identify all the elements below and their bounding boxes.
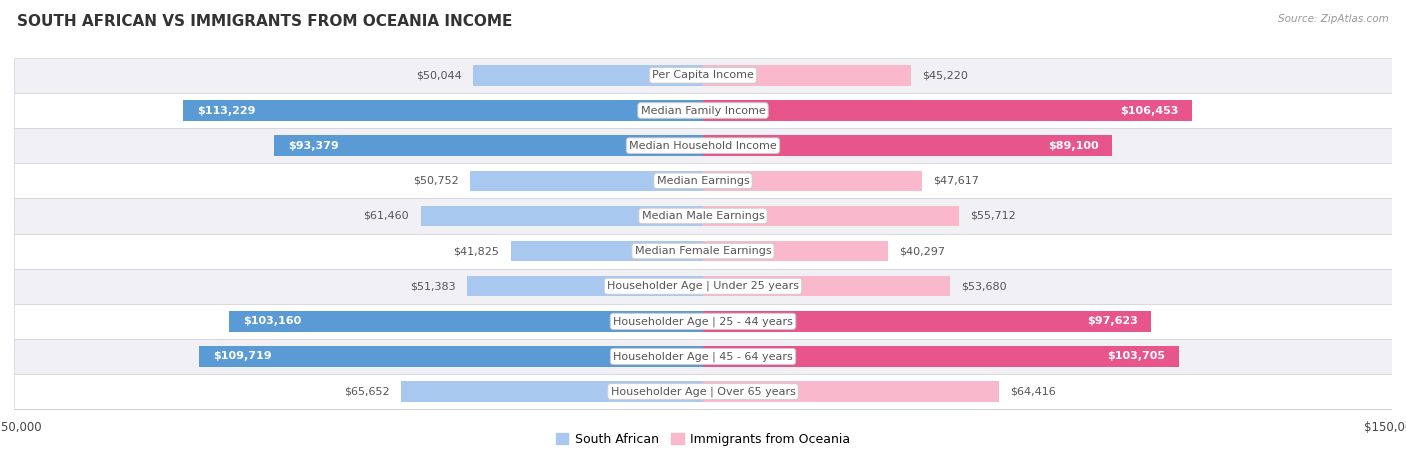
Text: $47,617: $47,617	[934, 176, 979, 186]
Bar	[703, 382, 998, 402]
Bar	[703, 135, 1112, 156]
Bar	[402, 382, 703, 402]
Bar	[470, 170, 703, 191]
Bar	[474, 65, 703, 85]
Bar	[274, 135, 703, 156]
Text: Source: ZipAtlas.com: Source: ZipAtlas.com	[1278, 14, 1389, 24]
Text: Householder Age | 25 - 44 years: Householder Age | 25 - 44 years	[613, 316, 793, 326]
Bar	[200, 347, 703, 367]
Text: Per Capita Income: Per Capita Income	[652, 71, 754, 80]
Bar	[14, 269, 1392, 304]
Text: $61,460: $61,460	[364, 211, 409, 221]
Text: Householder Age | Under 25 years: Householder Age | Under 25 years	[607, 281, 799, 291]
Legend: South African, Immigrants from Oceania: South African, Immigrants from Oceania	[551, 428, 855, 451]
Bar	[703, 276, 949, 297]
Bar	[703, 241, 889, 261]
Text: $64,416: $64,416	[1011, 387, 1056, 396]
Text: Householder Age | 45 - 64 years: Householder Age | 45 - 64 years	[613, 351, 793, 362]
Bar	[703, 347, 1180, 367]
Text: Householder Age | Over 65 years: Householder Age | Over 65 years	[610, 386, 796, 397]
Text: $55,712: $55,712	[970, 211, 1017, 221]
Bar	[14, 339, 1392, 374]
Text: $50,752: $50,752	[413, 176, 458, 186]
Text: $97,623: $97,623	[1087, 316, 1137, 326]
Bar	[14, 163, 1392, 198]
Text: $113,229: $113,229	[197, 106, 256, 115]
Bar	[510, 241, 703, 261]
Text: Median Household Income: Median Household Income	[628, 141, 778, 151]
Text: $103,160: $103,160	[243, 316, 301, 326]
Text: $106,453: $106,453	[1119, 106, 1178, 115]
Bar	[703, 170, 922, 191]
Text: $40,297: $40,297	[900, 246, 946, 256]
Text: $50,044: $50,044	[416, 71, 461, 80]
Bar	[703, 311, 1152, 332]
Bar	[420, 206, 703, 226]
Text: $53,680: $53,680	[962, 281, 1007, 291]
Text: SOUTH AFRICAN VS IMMIGRANTS FROM OCEANIA INCOME: SOUTH AFRICAN VS IMMIGRANTS FROM OCEANIA…	[17, 14, 512, 29]
Bar	[229, 311, 703, 332]
Bar	[703, 100, 1192, 120]
Text: $89,100: $89,100	[1047, 141, 1098, 151]
Bar	[14, 234, 1392, 269]
Text: Median Female Earnings: Median Female Earnings	[634, 246, 772, 256]
Text: $45,220: $45,220	[922, 71, 969, 80]
Bar	[14, 58, 1392, 93]
Bar	[703, 206, 959, 226]
Bar	[467, 276, 703, 297]
Text: $65,652: $65,652	[344, 387, 389, 396]
Text: $51,383: $51,383	[411, 281, 456, 291]
Text: Median Male Earnings: Median Male Earnings	[641, 211, 765, 221]
Bar	[703, 65, 911, 85]
Bar	[14, 128, 1392, 163]
Bar	[14, 198, 1392, 234]
Bar	[14, 374, 1392, 409]
Bar	[14, 304, 1392, 339]
Text: $93,379: $93,379	[288, 141, 339, 151]
Text: Median Family Income: Median Family Income	[641, 106, 765, 115]
Text: $109,719: $109,719	[212, 352, 271, 361]
Text: $103,705: $103,705	[1108, 352, 1166, 361]
Bar	[14, 93, 1392, 128]
Text: Median Earnings: Median Earnings	[657, 176, 749, 186]
Bar	[183, 100, 703, 120]
Text: $41,825: $41,825	[454, 246, 499, 256]
